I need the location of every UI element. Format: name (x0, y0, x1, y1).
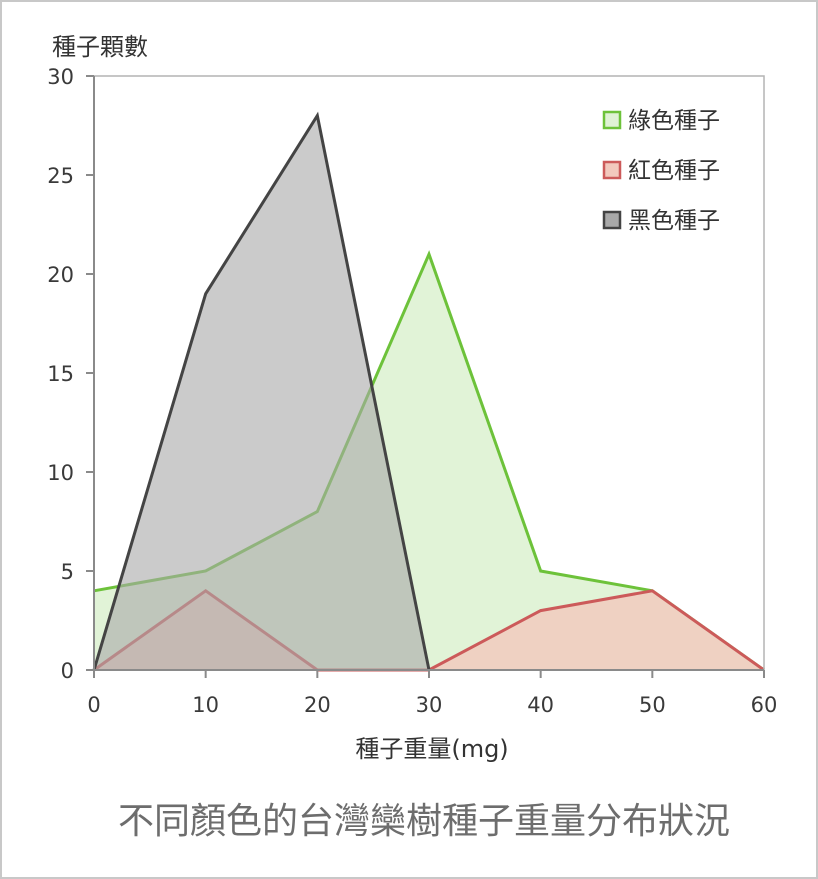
y-tick-label: 30 (47, 65, 74, 89)
series-line-2 (92, 111, 431, 671)
y-tick-label: 5 (61, 560, 74, 584)
tick-labels: 0 5 10 15 20 25 30 0 10 20 30 40 50 60 (47, 65, 777, 717)
x-axis-label: 種子重量(mg) (355, 735, 508, 763)
y-tick-label: 15 (47, 362, 74, 386)
legend-swatch (602, 160, 622, 180)
legend-swatch (602, 210, 622, 230)
x-tick-label: 20 (304, 693, 331, 717)
legend-label: 黑色種子 (628, 208, 720, 234)
x-tick-label: 40 (527, 693, 554, 717)
x-tick-label: 0 (87, 693, 100, 717)
y-tick-label: 10 (47, 461, 74, 485)
chart-title: 不同顏色的台灣欒樹種子重量分布狀況 (118, 801, 730, 842)
axes (86, 75, 765, 678)
y-tick-label: 0 (61, 659, 74, 683)
legend-label: 綠色種子 (628, 108, 720, 134)
legend-swatch (602, 110, 622, 130)
x-tick-label: 10 (192, 693, 219, 717)
series-areas (92, 111, 765, 672)
x-tick-label: 60 (751, 693, 778, 717)
legend-label: 紅色種子 (628, 158, 720, 184)
x-tick-label: 50 (639, 693, 666, 717)
x-tick-label: 30 (416, 693, 443, 717)
y-axis-label: 種子顆數 (52, 33, 148, 61)
y-tick-label: 20 (47, 263, 74, 287)
y-tick-label: 25 (47, 164, 74, 188)
